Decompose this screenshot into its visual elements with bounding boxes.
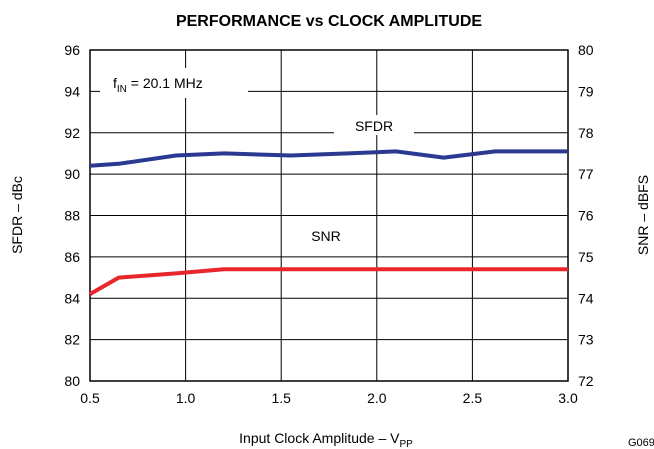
right-y-axis-title: SNR – dBFS — [635, 175, 651, 255]
left-y-tick-label: 92 — [64, 125, 80, 141]
series-lines — [89, 149, 568, 296]
left-y-tick-label: 88 — [64, 208, 80, 224]
x-tick-label: 0.5 — [80, 390, 100, 406]
series-label-background — [334, 115, 414, 135]
chart-title: PERFORMANCE vs CLOCK AMPLITUDE — [176, 13, 482, 30]
left-y-tick-label: 90 — [64, 166, 80, 182]
right-y-tick-label: 74 — [578, 290, 594, 306]
series-label-snr: SNR — [311, 228, 341, 244]
annotation-prefix: f — [113, 75, 117, 91]
right-y-tick-label: 72 — [578, 373, 594, 389]
right-y-tick-label: 76 — [578, 208, 594, 224]
plot-frame — [89, 49, 569, 382]
figure-id: G069 — [628, 437, 654, 449]
left-y-tick-label: 96 — [64, 42, 80, 58]
right-y-tick-label: 77 — [578, 166, 594, 182]
x-tick-label: 1.0 — [176, 390, 196, 406]
series-labels: SFDR SNR — [286, 115, 414, 245]
frequency-annotation: fIN = 20.1 MHz — [100, 68, 248, 98]
left-y-axis-title: SFDR – dBc — [9, 176, 25, 254]
series-line-snr — [89, 267, 568, 296]
x-tick-label: 3.0 — [558, 390, 578, 406]
x-tick-label: 2.5 — [463, 390, 483, 406]
series-label-background — [286, 225, 366, 245]
annotation-subscript: IN — [117, 84, 127, 95]
right-y-tick-label: 79 — [578, 83, 594, 99]
x-tick-label: 1.5 — [271, 390, 291, 406]
x-tick-label: 2.0 — [367, 390, 387, 406]
svg-text:fIN = 20.1 MHz: fIN = 20.1 MHz — [113, 75, 203, 95]
x-axis-title-main: Input Clock Amplitude – V — [239, 430, 400, 446]
grid-lines — [90, 50, 568, 381]
annotation-suffix: = 20.1 MHz — [127, 75, 203, 91]
left-y-tick-label: 82 — [64, 332, 80, 348]
left-y-tick-label: 84 — [64, 290, 80, 306]
right-y-tick-label: 80 — [578, 42, 594, 58]
series-label-sfdr: SFDR — [355, 118, 393, 134]
left-y-tick-label: 94 — [64, 83, 80, 99]
x-axis-title-subscript: PP — [399, 439, 413, 449]
left-y-tick-label: 80 — [64, 373, 80, 389]
series-line-sfdr — [89, 149, 568, 168]
right-y-tick-label: 73 — [578, 332, 594, 348]
axis-ticks: 0.5 1.0 1.5 2.0 2.5 3.0 80 82 84 86 88 90 92 94 96 72 73… — [64, 42, 593, 406]
left-y-tick-label: 86 — [64, 249, 80, 265]
right-y-tick-label: 75 — [578, 249, 594, 265]
right-y-tick-label: 78 — [578, 125, 594, 141]
x-axis-title: Input Clock Amplitude – VPP — [239, 430, 413, 449]
